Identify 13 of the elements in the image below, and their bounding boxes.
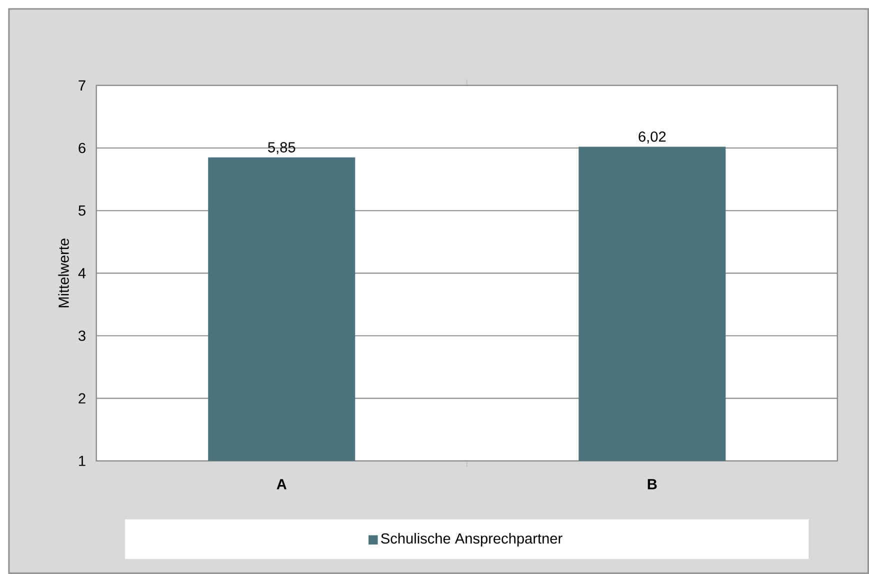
- y-tick-label: 6: [78, 142, 86, 154]
- y-tick-label: 3: [78, 330, 86, 341]
- x-tick-label: B: [648, 479, 657, 490]
- x-tick-label: A: [276, 479, 286, 490]
- y-tick-label: 1: [79, 456, 86, 466]
- data-label: 6,02: [638, 131, 666, 144]
- data-label: 5,85: [268, 142, 296, 154]
- y-tick-label: 7: [78, 80, 86, 90]
- legend-label: Schulische Ansprechpartner: [381, 532, 562, 547]
- y-axis-title: Mittelwerte: [58, 238, 69, 308]
- y-tick-label: 2: [78, 393, 86, 404]
- y-tick-label: 5: [78, 206, 86, 216]
- y-tick-label: 4: [78, 268, 86, 278]
